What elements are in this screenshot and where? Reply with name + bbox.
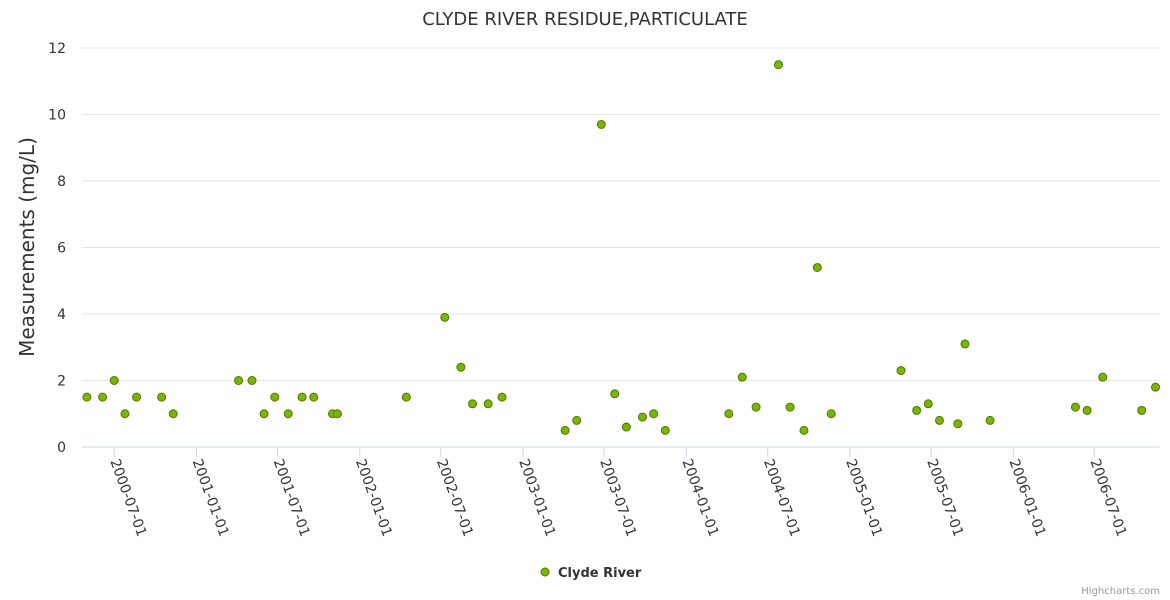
data-point[interactable]	[785, 402, 795, 412]
y-tick-label: 0	[57, 440, 66, 456]
x-tick-label: 2004-01-01	[679, 457, 722, 539]
legend-marker	[540, 567, 550, 577]
data-point[interactable]	[985, 415, 995, 425]
data-point[interactable]	[596, 119, 606, 129]
y-tick-label: 6	[57, 241, 66, 257]
x-tick-label: 2002-07-01	[433, 457, 476, 539]
data-point[interactable]	[649, 409, 659, 419]
data-point[interactable]	[297, 392, 307, 402]
credits-link[interactable]: Highcharts.com	[1081, 586, 1160, 597]
x-tick-label: 2004-07-01	[760, 457, 803, 539]
y-tick-label: 2	[57, 374, 66, 390]
data-point[interactable]	[610, 389, 620, 399]
x-tick-label: 2005-01-01	[842, 457, 885, 539]
y-tick-label: 12	[48, 41, 66, 57]
data-point[interactable]	[812, 262, 822, 272]
data-point[interactable]	[637, 412, 647, 422]
data-point[interactable]	[440, 312, 450, 322]
data-point[interactable]	[283, 409, 293, 419]
x-tick-label: 2001-07-01	[270, 457, 313, 539]
data-point[interactable]	[309, 392, 319, 402]
data-point[interactable]	[401, 392, 411, 402]
legend[interactable]: Clyde River	[540, 566, 642, 581]
y-tick-label: 8	[57, 174, 66, 190]
data-point[interactable]	[560, 425, 570, 435]
data-point[interactable]	[1070, 402, 1080, 412]
data-point[interactable]	[737, 372, 747, 382]
x-tick-label: 2006-07-01	[1086, 457, 1129, 539]
data-point[interactable]	[1082, 405, 1092, 415]
y-axis-label: Measurements (mg/L)	[15, 137, 39, 357]
x-tick-label: 2002-01-01	[352, 457, 395, 539]
gridlines	[82, 47, 1160, 448]
data-point[interactable]	[234, 376, 244, 385]
data-point[interactable]	[660, 425, 670, 435]
data-point[interactable]	[923, 399, 933, 409]
x-tick-label: 2003-01-01	[515, 457, 558, 539]
data-point[interactable]	[168, 409, 178, 419]
x-tick-label: 2003-07-01	[596, 457, 639, 539]
y-tick-label: 10	[48, 108, 66, 124]
x-tick-label: 2000-07-01	[106, 457, 149, 539]
data-point[interactable]	[773, 60, 783, 70]
data-point[interactable]	[332, 409, 342, 419]
data-point[interactable]	[621, 422, 631, 432]
data-point[interactable]	[751, 402, 761, 412]
data-point[interactable]	[912, 405, 922, 415]
data-point[interactable]	[1151, 382, 1161, 392]
data-point[interactable]	[120, 409, 130, 419]
y-axis-ticks: 0 2 4 6 8 10 12	[48, 41, 66, 456]
data-point[interactable]	[953, 419, 963, 429]
data-point[interactable]	[826, 409, 836, 419]
data-point[interactable]	[456, 362, 466, 372]
data-points	[82, 60, 1161, 435]
data-point[interactable]	[1098, 372, 1108, 382]
legend-label[interactable]: Clyde River	[558, 566, 642, 581]
x-tick-label: 2001-01-01	[189, 457, 232, 539]
x-tick-label: 2005-07-01	[923, 457, 966, 539]
data-point[interactable]	[98, 392, 108, 402]
data-point[interactable]	[259, 409, 269, 419]
data-point[interactable]	[799, 425, 809, 435]
data-point[interactable]	[896, 366, 906, 376]
data-point[interactable]	[157, 392, 167, 402]
chart-title: CLYDE RIVER RESIDUE,PARTICULATE	[422, 9, 748, 30]
data-point[interactable]	[109, 376, 119, 385]
y-tick-label: 4	[57, 307, 66, 323]
data-point[interactable]	[497, 392, 507, 402]
data-point[interactable]	[270, 392, 280, 402]
data-point[interactable]	[247, 376, 257, 385]
x-tick-label: 2006-01-01	[1006, 457, 1049, 539]
data-point[interactable]	[483, 399, 493, 409]
data-point[interactable]	[467, 399, 477, 409]
data-point[interactable]	[132, 392, 142, 402]
data-point[interactable]	[82, 392, 92, 402]
data-point[interactable]	[934, 415, 944, 425]
data-point[interactable]	[724, 409, 734, 419]
data-point[interactable]	[960, 339, 970, 349]
x-axis: 2000-07-01 2001-01-01 2001-07-01 2002-01-01…	[82, 446, 1160, 539]
data-point[interactable]	[1137, 405, 1147, 415]
data-point[interactable]	[572, 415, 582, 425]
